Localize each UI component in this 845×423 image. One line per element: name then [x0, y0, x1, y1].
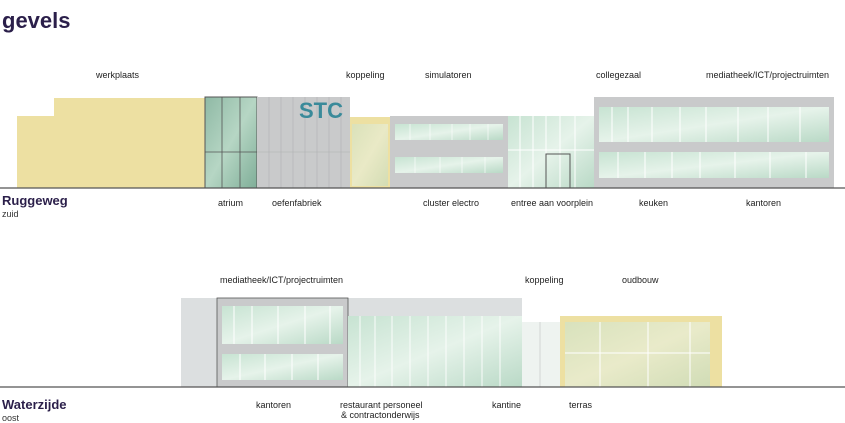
koppeling-volume-oost	[522, 322, 560, 387]
street-name-ruggeweg: Ruggeweg	[2, 193, 68, 208]
label-simulatoren: simulatoren	[425, 70, 472, 80]
direction-oost: oost	[2, 413, 20, 423]
label-mediatheek-oost: mediatheek/ICT/projectruimten	[220, 275, 344, 285]
oefenfabriek-volume	[257, 97, 350, 188]
page-title: gevels	[2, 8, 71, 33]
street-name-waterzijde: Waterzijde	[2, 397, 67, 412]
label-contractonderwijs: & contractonderwijs	[341, 410, 420, 420]
label-terras: terras	[569, 400, 593, 410]
label-kantoren: kantoren	[746, 198, 782, 208]
label-oudbouw: oudbouw	[622, 275, 659, 285]
label-koppeling-oost: koppeling	[525, 275, 564, 285]
label-entree: entree aan voorplein	[511, 198, 594, 208]
label-mediatheek: mediatheek/ICT/projectruimten	[706, 70, 830, 80]
label-kantine: kantine	[492, 400, 522, 410]
label-cluster-electro: cluster electro	[423, 198, 480, 208]
elevation-ruggeweg	[0, 96, 845, 189]
label-kantoren-oost: kantoren	[256, 400, 292, 410]
label-keuken: keuken	[639, 198, 669, 208]
entree-volume	[508, 116, 594, 188]
label-koppeling: koppeling	[346, 70, 385, 80]
direction-zuid: zuid	[2, 209, 19, 219]
stc-sign: STC	[299, 98, 343, 123]
label-collegezaal: collegezaal	[596, 70, 642, 80]
elevation-waterzijde	[0, 297, 845, 388]
werkplaats-volume	[17, 98, 205, 188]
label-atrium: atrium	[218, 198, 244, 208]
restaurant-volume	[348, 316, 522, 387]
label-werkplaats: werkplaats	[96, 70, 140, 80]
label-oefenfabriek: oefenfabriek	[272, 198, 322, 208]
atrium-volume	[204, 96, 258, 189]
label-restaurant: restaurant personeel	[340, 400, 423, 410]
